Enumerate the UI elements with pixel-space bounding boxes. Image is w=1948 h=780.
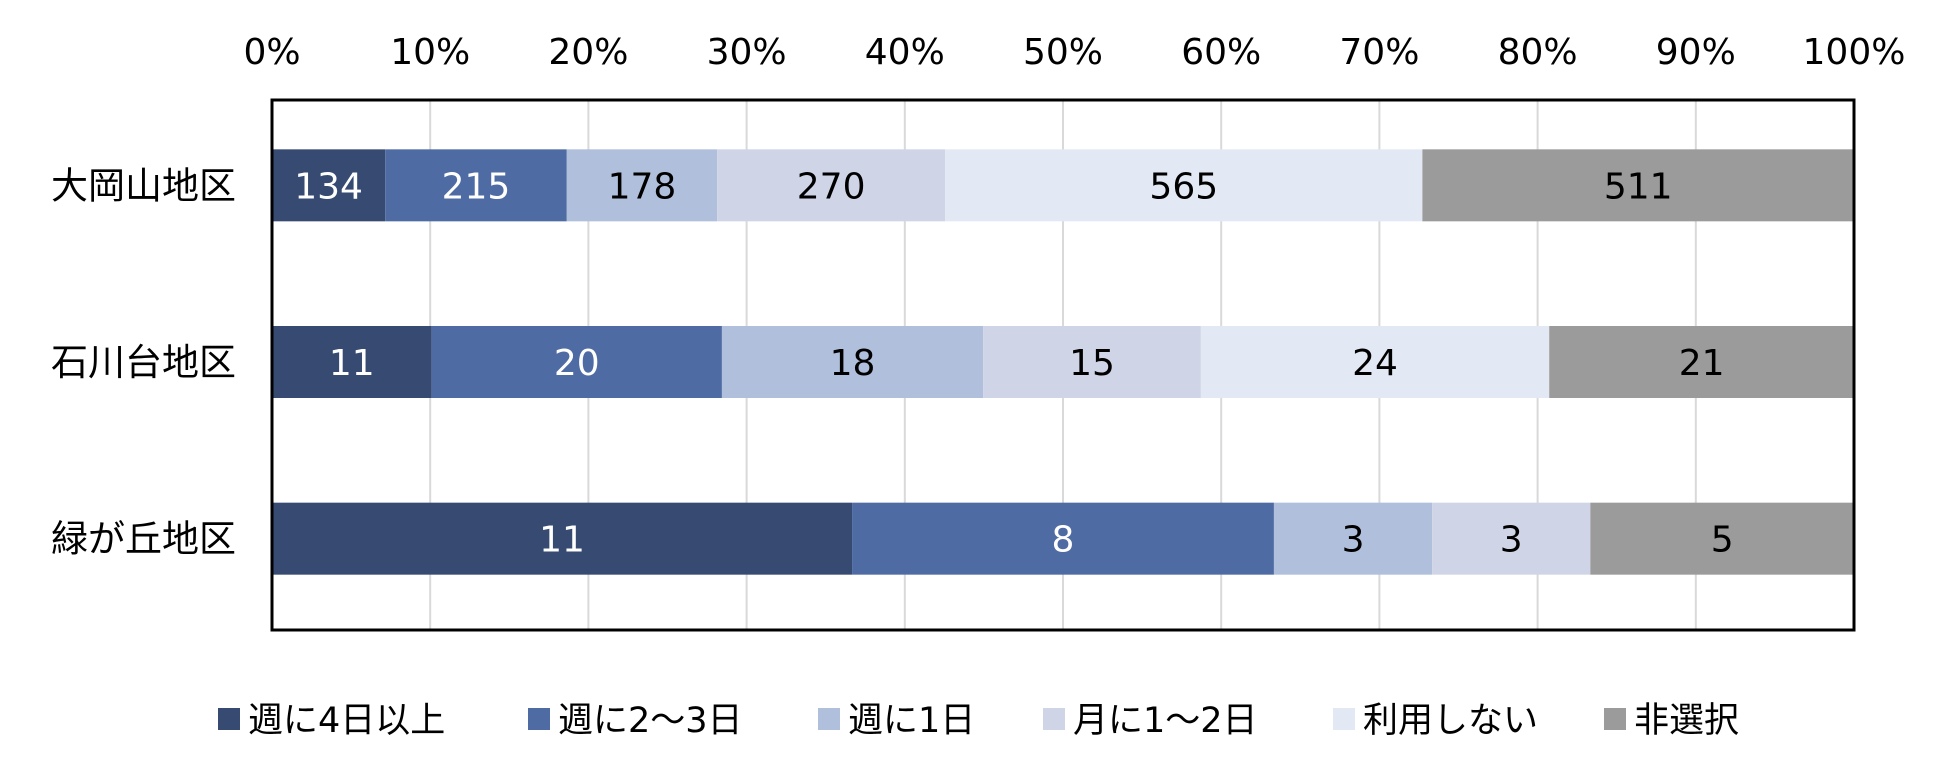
x-tick-labels: 0% 10% 20% 30% 40% 50% 60% 70% 80% 90% 100% xyxy=(243,32,1905,73)
legend-label: 月に1～2日 xyxy=(1073,701,1258,741)
data-label: 21 xyxy=(1679,343,1725,384)
bar-segment xyxy=(945,149,1423,222)
bar-segment xyxy=(983,326,1201,398)
data-label: 178 xyxy=(608,166,677,207)
category-label: 大岡山地区 xyxy=(51,164,236,207)
bar-segment xyxy=(1432,502,1591,575)
x-tick-label: 100% xyxy=(1803,32,1906,73)
x-tick-label: 0% xyxy=(243,32,300,73)
x-tick-label: 50% xyxy=(1023,32,1103,73)
bar-segment xyxy=(272,149,386,222)
bars xyxy=(272,149,1854,575)
legend-label: 週に2～3日 xyxy=(558,701,743,741)
data-label: 3 xyxy=(1342,520,1365,561)
x-tick-label: 90% xyxy=(1656,32,1736,73)
legend-swatch xyxy=(818,708,840,730)
legend-swatch xyxy=(528,708,550,730)
x-tick-label: 60% xyxy=(1181,32,1261,73)
x-tick-label: 20% xyxy=(548,32,628,73)
bar-segment xyxy=(272,326,432,398)
category-label: 石川台地区 xyxy=(51,341,236,384)
bar-segment xyxy=(385,149,567,222)
data-label: 20 xyxy=(554,343,600,384)
x-tick-label: 80% xyxy=(1498,32,1578,73)
data-label: 18 xyxy=(830,343,876,384)
data-label: 5 xyxy=(1711,520,1734,561)
data-label: 11 xyxy=(329,343,375,384)
data-labels: 134 215 178 270 565 511 11 20 18 15 24 21 11 8 3 3 5 xyxy=(294,166,1733,560)
legend-label: 非選択 xyxy=(1634,701,1739,741)
x-tick-label: 10% xyxy=(390,32,470,73)
legend-label: 週に1日 xyxy=(848,701,975,741)
bar-segment xyxy=(1273,502,1433,575)
legend-swatch xyxy=(218,708,240,730)
bar-segment xyxy=(1422,149,1854,222)
data-label: 15 xyxy=(1069,343,1115,384)
legend-swatch xyxy=(1604,708,1626,730)
bar-segment xyxy=(852,502,1274,575)
legend-label: 利用しない xyxy=(1363,701,1538,741)
legend: 週に4日以上 週に2～3日 週に1日 月に1～2日 利用しない 非選択 xyxy=(218,701,1739,741)
data-label: 511 xyxy=(1604,166,1673,207)
x-tick-label: 40% xyxy=(865,32,945,73)
bar-segment xyxy=(431,326,722,398)
bar-segment xyxy=(272,502,853,575)
data-label: 134 xyxy=(294,166,363,207)
data-label: 565 xyxy=(1149,166,1218,207)
legend-label: 週に4日以上 xyxy=(248,701,445,741)
data-label: 215 xyxy=(442,166,511,207)
bar-segment xyxy=(1549,326,1854,398)
data-label: 11 xyxy=(539,520,585,561)
data-label: 24 xyxy=(1352,343,1398,384)
data-label: 270 xyxy=(797,166,866,207)
bar-segment xyxy=(1200,326,1550,398)
bar-segment xyxy=(566,149,718,222)
data-label: 3 xyxy=(1500,520,1523,561)
x-tick-label: 30% xyxy=(707,32,787,73)
bar-segment xyxy=(717,149,946,222)
plot-border xyxy=(270,98,1856,632)
data-label: 8 xyxy=(1052,520,1075,561)
bar-segment xyxy=(721,326,984,398)
bar-segment xyxy=(1590,502,1854,575)
legend-swatch xyxy=(1043,708,1065,730)
category-label: 緑が丘地区 xyxy=(51,518,236,561)
legend-swatch xyxy=(1333,708,1355,730)
x-tick-label: 70% xyxy=(1339,32,1419,73)
